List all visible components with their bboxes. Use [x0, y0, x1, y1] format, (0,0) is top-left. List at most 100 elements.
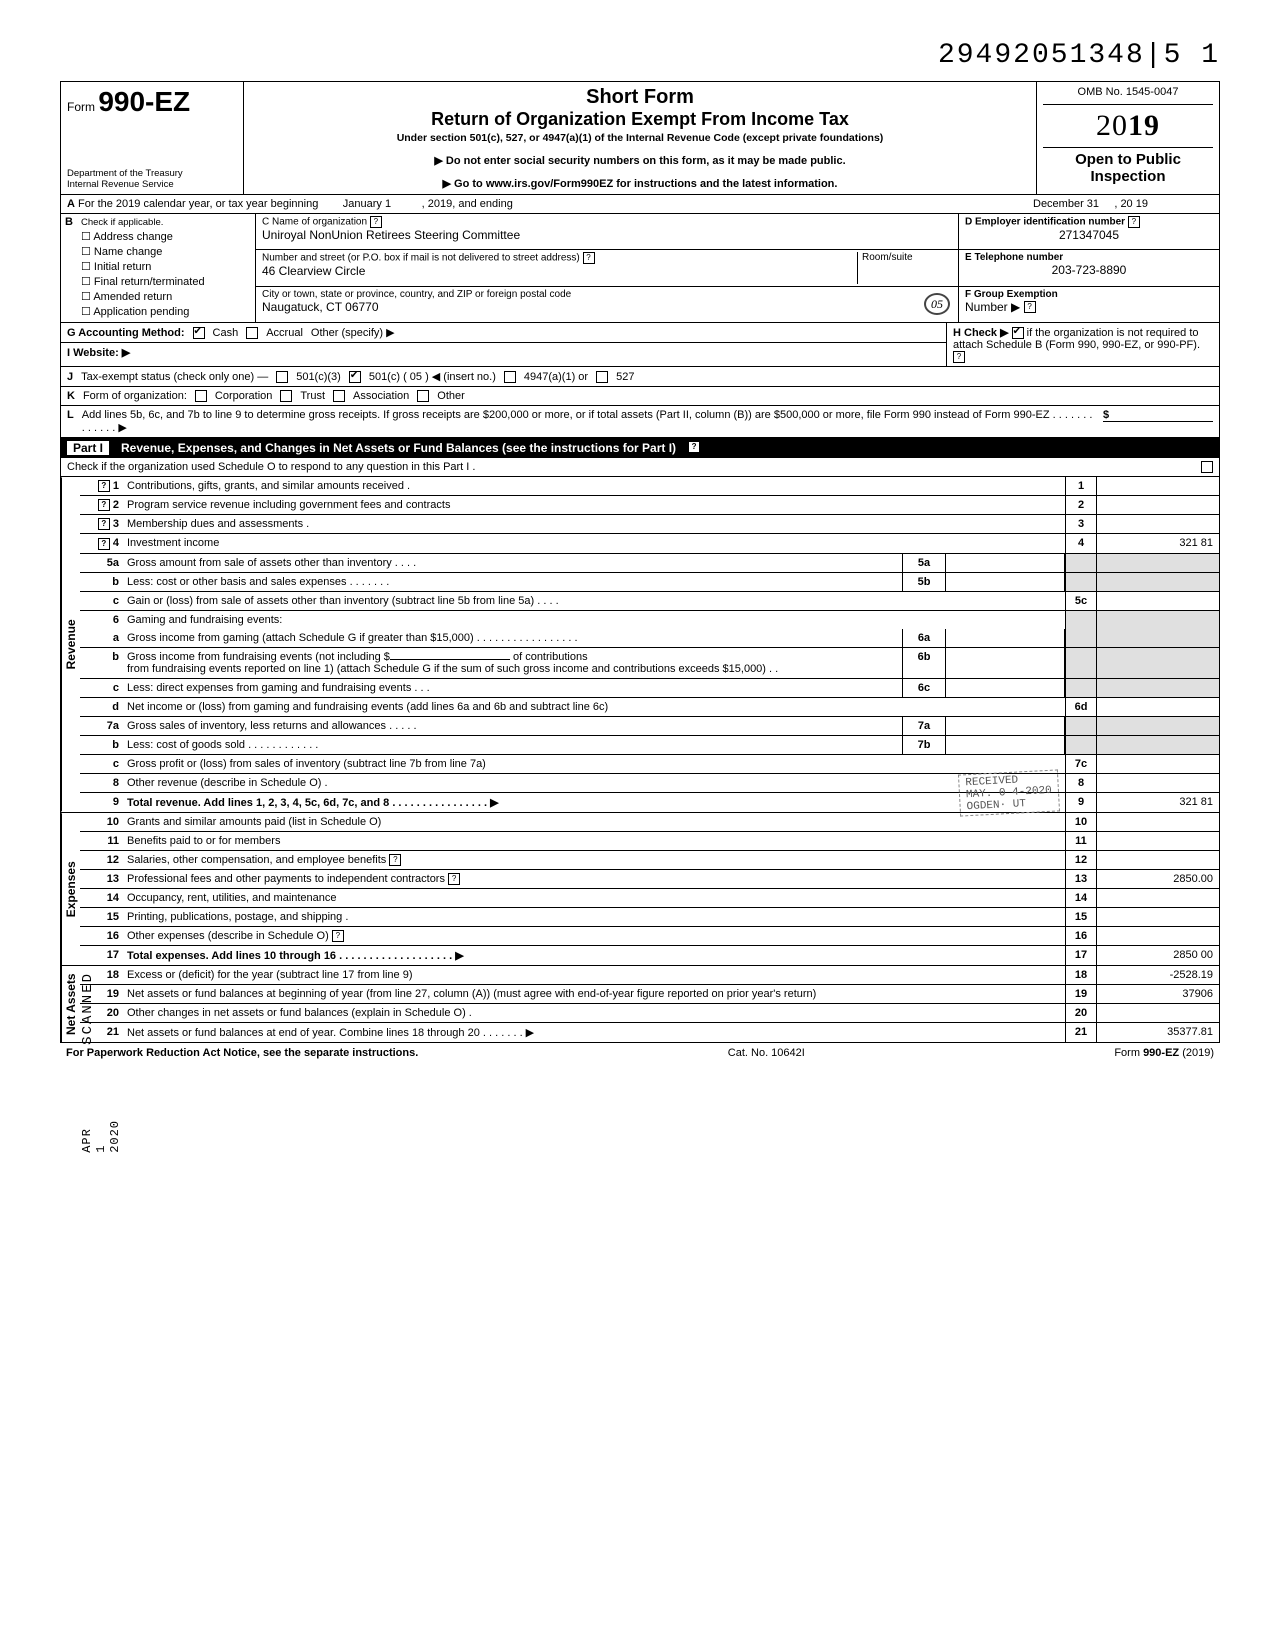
- shade-cell: [1096, 717, 1219, 735]
- shade-cell: [1096, 554, 1219, 572]
- label-a: A: [67, 198, 75, 210]
- chk-4947[interactable]: [504, 371, 516, 383]
- ln6-n: 6: [80, 611, 123, 629]
- ln9-rn: 9: [1065, 793, 1096, 812]
- ln17-rn: 17: [1065, 946, 1096, 965]
- ln12-n: 12: [80, 851, 123, 869]
- shade-cell: [1065, 717, 1096, 735]
- side-netassets: Net Assets: [61, 966, 80, 1042]
- help-icon: ?: [583, 252, 595, 264]
- ln7c-rv: [1096, 755, 1219, 773]
- ln8-rn: 8: [1065, 774, 1096, 792]
- chk-schedule-o[interactable]: [1201, 461, 1213, 473]
- org-street: 46 Clearview Circle: [262, 264, 857, 278]
- chk-cash[interactable]: [193, 327, 205, 339]
- ln7b-n: b: [80, 736, 123, 754]
- help-icon: ?: [98, 518, 110, 530]
- row-a-tail: , 20 19: [1114, 198, 1148, 210]
- row-j: J Tax-exempt status (check only one) — 5…: [61, 367, 1219, 387]
- chk-address-change[interactable]: Address change: [81, 230, 251, 243]
- chk-accrual[interactable]: [246, 327, 258, 339]
- ln4-rn: 4: [1065, 534, 1096, 552]
- chk-assoc[interactable]: [333, 390, 345, 402]
- opt-other-org: Other: [437, 390, 465, 402]
- chk-527[interactable]: [596, 371, 608, 383]
- shade-cell: [1096, 629, 1219, 647]
- section-def: D Employer identification number ? 27134…: [959, 214, 1219, 322]
- help-icon: ?: [1128, 216, 1140, 228]
- form-990ez: Form 990-EZ Department of the Treasury I…: [60, 81, 1220, 1043]
- org-city: Naugatuck, CT 06770: [262, 300, 379, 314]
- help-icon: ?: [1024, 301, 1036, 313]
- ln16-d: Other expenses (describe in Schedule O): [127, 930, 329, 942]
- ln7a-mv: [946, 717, 1065, 735]
- shade-cell: [1096, 679, 1219, 697]
- chk-other-org[interactable]: [417, 390, 429, 402]
- ln20-rv: [1096, 1004, 1219, 1022]
- ln6c-mv: [946, 679, 1065, 697]
- shade-cell: [1065, 554, 1096, 572]
- chk-amended-return[interactable]: Amended return: [81, 290, 251, 303]
- shade-cell: [1096, 648, 1219, 678]
- section-c: C Name of organization ? Uniroyal NonUni…: [256, 214, 959, 322]
- ln15-rv: [1096, 908, 1219, 926]
- omb-number: OMB No. 1545-0047: [1043, 86, 1213, 105]
- ln19-rn: 19: [1065, 985, 1096, 1003]
- chk-trust[interactable]: [280, 390, 292, 402]
- chk-final-return[interactable]: Final return/terminated: [81, 275, 251, 288]
- chk-501c3[interactable]: [276, 371, 288, 383]
- label-j: J: [67, 371, 73, 383]
- end-date: December 31: [1033, 198, 1099, 210]
- ln9-rv: 321 81: [1096, 793, 1219, 812]
- chk-name-change[interactable]: Name change: [81, 245, 251, 258]
- ln1-d: Contributions, gifts, grants, and simila…: [123, 477, 1065, 495]
- ln3-rn: 3: [1065, 515, 1096, 533]
- ln5c-n: c: [80, 592, 123, 610]
- ln11-rv: [1096, 832, 1219, 850]
- ln2-rv: [1096, 496, 1219, 514]
- ln7b-d: Less: cost of goods sold . . . . . . . .…: [123, 736, 902, 754]
- ln10-d: Grants and similar amounts paid (list in…: [123, 813, 1065, 831]
- label-b: B: [65, 216, 73, 228]
- ln3-rv: [1096, 515, 1219, 533]
- row-l-dollar: $: [1103, 409, 1213, 422]
- expenses-section: Expenses 10Grants and similar amounts pa…: [61, 813, 1219, 966]
- header-middle: Short Form Return of Organization Exempt…: [244, 82, 1037, 194]
- part1-check-text: Check if the organization used Schedule …: [67, 461, 1193, 473]
- chk-501c[interactable]: [349, 371, 361, 383]
- form-prefix: Form: [67, 100, 95, 114]
- ln9-n: 9: [80, 793, 123, 812]
- ln17-d: Total expenses. Add lines 10 through 16 …: [123, 946, 1065, 965]
- help-icon: ?: [448, 873, 460, 885]
- footer-right-post: (2019): [1179, 1047, 1214, 1059]
- row-a-mid: , 2019, and ending: [422, 198, 513, 210]
- ln21-rn: 21: [1065, 1023, 1096, 1042]
- opt-501c: 501(c) ( 05 ) ◀ (insert no.): [369, 370, 496, 383]
- ln20-d: Other changes in net assets or fund bala…: [123, 1004, 1065, 1022]
- chk-application-pending[interactable]: Application pending: [81, 305, 251, 318]
- ln3-d: Membership dues and assessments .: [123, 515, 1065, 533]
- ln14-rn: 14: [1065, 889, 1096, 907]
- ln6a-n: a: [80, 629, 123, 647]
- page: 29492051348|5 1 Form 990-EZ Department o…: [60, 40, 1220, 1063]
- net-assets-section: Net Assets 18Excess or (deficit) for the…: [61, 966, 1219, 1042]
- side-expenses: Expenses: [61, 813, 80, 965]
- ln6a-mn: 6a: [902, 629, 946, 647]
- ln15-rn: 15: [1065, 908, 1096, 926]
- chk-corp[interactable]: [195, 390, 207, 402]
- chk-initial-return[interactable]: Initial return: [81, 260, 251, 273]
- ln21-rv: 35377.81: [1096, 1023, 1219, 1042]
- row-a-tax-year: A For the 2019 calendar year, or tax yea…: [61, 195, 1219, 214]
- chk-schedule-b[interactable]: [1012, 327, 1024, 339]
- ln18-rv: -2528.19: [1096, 966, 1219, 984]
- ein: 271347045: [965, 228, 1213, 242]
- ln6d-n: d: [80, 698, 123, 716]
- ln7b-mn: 7b: [902, 736, 946, 754]
- ln6c-mn: 6c: [902, 679, 946, 697]
- label-i: I Website: ▶: [67, 346, 130, 359]
- ln5c-rv: [1096, 592, 1219, 610]
- ln6c-d: Less: direct expenses from gaming and fu…: [123, 679, 902, 697]
- ln3-n: 3: [113, 518, 119, 530]
- ln7c-d: Gross profit or (loss) from sales of inv…: [123, 755, 1065, 773]
- shade-cell: [1096, 611, 1219, 629]
